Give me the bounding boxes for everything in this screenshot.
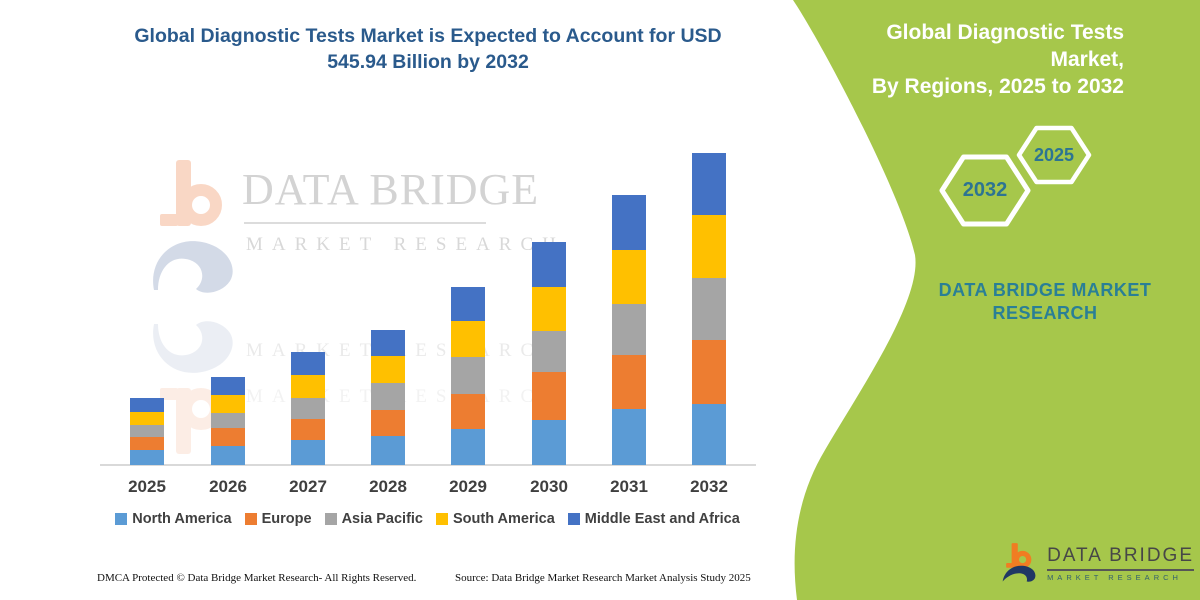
footer-source: Source: Data Bridge Market Research Mark… [455,572,751,584]
chart-title-line2: 545.94 Billion by 2032 [327,50,529,73]
x-axis-line [100,464,756,466]
stacked-bar-2028 [371,330,405,465]
bar-segment-middle-east-and-africa [291,352,325,375]
bar-segment-europe [532,371,566,420]
bar-segment-north-america [612,409,646,465]
hexagon-2032-label: 2032 [962,179,1008,201]
x-axis-label-2027: 2027 [289,477,327,496]
bar-segment-middle-east-and-africa [371,330,405,357]
logo-text: DATA BRIDGE MARKET RESEARCH [1047,545,1194,582]
bar-segment-middle-east-and-africa [211,377,245,396]
hexagon-2032-icon [939,153,1031,233]
chart-title: Global Diagnostic Tests Market is Expect… [128,24,728,75]
bar-segment-asia-pacific [532,330,566,372]
bar-segment-north-america [532,419,566,465]
logo-subtitle: MARKET RESEARCH [1047,572,1182,582]
bar-segment-asia-pacific [612,304,646,355]
bar-segment-north-america [291,439,325,465]
legend-swatch-icon [436,513,448,525]
side-panel-background [793,0,1200,600]
legend-label: Asia Pacific [341,511,423,527]
bar-segment-south-america [532,286,566,331]
legend-swatch-icon [115,513,128,525]
bar-segment-south-america [451,321,485,358]
side-panel-title: Global Diagnostic Tests Market, By Regio… [814,20,1124,101]
bar-segment-middle-east-and-africa [612,195,646,251]
legend-item-europe: Europe [244,511,312,527]
legend-item-asia-pacific: Asia Pacific [324,511,423,527]
data-bridge-logo-mark-icon [1002,543,1036,582]
bar-segment-south-america [130,411,164,426]
x-axis-label-2025: 2025 [128,477,166,496]
legend-label: North America [132,511,232,527]
x-axis-label-2030: 2030 [530,477,568,496]
legend-label: Middle East and Africa [584,511,740,527]
bar-segment-middle-east-and-africa [451,286,485,322]
side-panel-title-line1: Global Diagnostic Tests Market, [886,21,1124,71]
legend-swatch-icon [244,513,257,525]
legend-label: South America [453,511,555,527]
side-panel-title-line2: By Regions, 2025 to 2032 [871,74,1124,98]
logo-title: DATA BRIDGE [1047,545,1194,571]
bar-segment-europe [451,394,485,429]
bar-segment-asia-pacific [692,278,726,340]
legend-swatch-icon [324,513,337,525]
bar-segment-asia-pacific [371,382,405,410]
bar-segment-asia-pacific [211,413,245,429]
data-bridge-logo: DATA BRIDGE MARKET RESEARCH [1002,528,1194,598]
panel-brand-line1: DATA BRIDGE MARKET [938,280,1152,300]
stacked-bar-2031 [612,195,646,465]
bar-segment-asia-pacific [291,397,325,420]
stacked-bar-2029 [451,286,485,465]
bar-segment-europe [692,339,726,405]
bar-segment-europe [130,437,164,451]
stacked-bar-2032 [692,153,726,465]
x-axis-label-2028: 2028 [369,477,407,496]
stacked-bar-chart: 2025 2026 2027 2028 2029 2030 2031 2032 [100,153,756,496]
legend-item-north-america: North America [115,511,232,527]
legend-swatch-icon [567,513,580,525]
bar-segment-south-america [371,356,405,383]
bar-segment-north-america [451,429,485,465]
stacked-bar-2025 [130,397,164,465]
bar-segment-asia-pacific [451,357,485,395]
bar-segment-europe [612,354,646,409]
stacked-bar-2026 [211,377,245,465]
bar-segment-europe [291,419,325,440]
x-axis-label-2026: 2026 [209,477,247,496]
bar-segment-north-america [371,435,405,465]
legend-label: Europe [261,511,312,527]
bar-segment-south-america [211,395,245,414]
stacked-bar-2030 [532,241,566,465]
stacked-bar-2027 [291,352,325,465]
panel-brand-line2: RESEARCH [992,302,1098,323]
bar-segment-south-america [291,374,325,398]
bar-segment-north-america [692,404,726,465]
bar-segment-south-america [612,250,646,305]
hexagon-2025-icon [1016,125,1092,190]
bar-segment-middle-east-and-africa [692,153,726,216]
bar-segment-south-america [692,215,726,279]
bar-segment-europe [211,428,245,447]
chart-title-line1: Global Diagnostic Tests Market is Expect… [134,25,722,47]
bar-segment-asia-pacific [130,425,164,438]
bar-segment-middle-east-and-africa [532,241,566,287]
x-axis-label-2031: 2031 [610,477,648,496]
bar-segment-europe [371,409,405,436]
chart-legend: North America Europe Asia Pacific South Ame… [95,511,760,527]
hexagon-2025-label: 2025 [1033,144,1075,165]
panel-brand-text: DATA BRIDGE MARKET RESEARCH [890,279,1200,324]
bar-segment-north-america [211,446,245,465]
x-axis-label-2032: 2032 [690,477,728,496]
x-axis-label-2029: 2029 [449,477,487,496]
legend-item-south-america: South America [436,511,555,527]
bar-segment-north-america [130,450,164,465]
footer-copyright: DMCA Protected © Data Bridge Market Rese… [97,572,417,584]
legend-item-middle-east-and-africa: Middle East and Africa [567,511,740,527]
bar-segment-middle-east-and-africa [130,397,164,412]
